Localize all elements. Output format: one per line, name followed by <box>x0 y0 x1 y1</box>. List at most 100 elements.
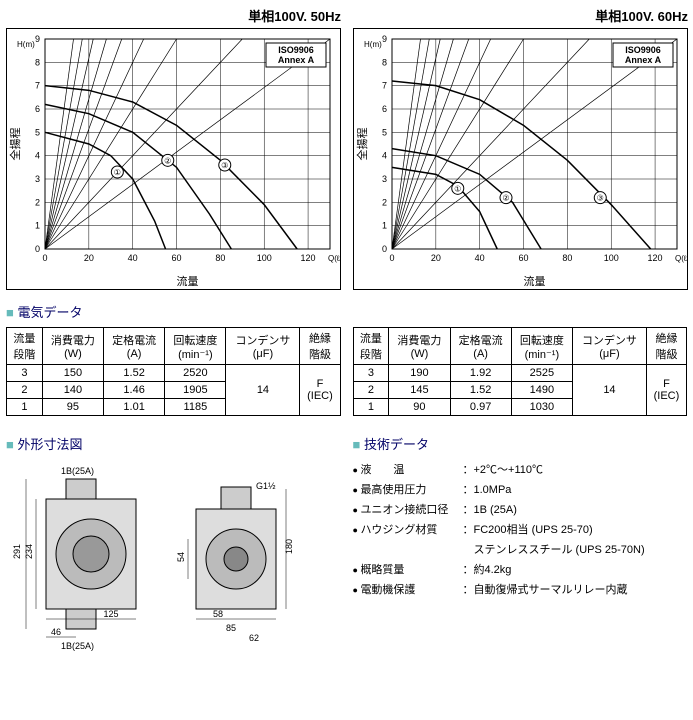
cell: 140 <box>42 382 103 399</box>
tech-value: ステンレススチール (UPS 25-70N) <box>463 541 688 557</box>
cell: 1 <box>7 399 43 416</box>
svg-text:4: 4 <box>382 151 387 161</box>
svg-text:5: 5 <box>382 127 387 137</box>
cell-ins: F(IEC) <box>300 365 340 416</box>
col-header: 流量段階 <box>353 328 389 365</box>
col-header: 消費電力(W) <box>42 328 103 365</box>
svg-text:流量: 流量 <box>177 274 199 288</box>
cell: 3 <box>7 365 43 382</box>
cell: 3 <box>353 365 389 382</box>
cell: 95 <box>42 399 103 416</box>
svg-text:①: ① <box>114 168 121 177</box>
svg-text:6: 6 <box>35 104 40 114</box>
tech-label: 電動機保護 <box>353 581 463 597</box>
svg-text:100: 100 <box>604 253 619 263</box>
tech-item: ステンレススチール (UPS 25-70N) <box>353 539 688 559</box>
svg-text:7: 7 <box>35 81 40 91</box>
elec-table-50hz: 流量段階消費電力(W)定格電流(A)回転速度(min⁻¹)コンデンサ(μF)絶縁… <box>6 327 341 416</box>
cell: 1905 <box>165 382 226 399</box>
col-header: 絶縁階級 <box>300 328 340 365</box>
svg-text:1: 1 <box>382 221 387 231</box>
svg-text:H(m): H(m) <box>364 40 382 49</box>
tech-label: 概略質量 <box>353 561 463 577</box>
cell: 1.01 <box>104 399 165 416</box>
svg-text:Annex A: Annex A <box>278 55 315 65</box>
svg-text:②: ② <box>502 194 509 203</box>
elec-table-60hz: 流量段階消費電力(W)定格電流(A)回転速度(min⁻¹)コンデンサ(μF)絶縁… <box>353 327 688 416</box>
svg-text:1B(25A): 1B(25A) <box>61 641 94 651</box>
svg-text:180: 180 <box>284 539 294 554</box>
svg-text:全揚程: 全揚程 <box>355 128 369 161</box>
cell: 2520 <box>165 365 226 382</box>
tech-list: 液 温：+2℃～+110℃最高使用圧力：1.0MPaユニオン接続口径：1B (2… <box>353 459 688 599</box>
svg-text:6: 6 <box>382 104 387 114</box>
svg-text:②: ② <box>164 156 171 165</box>
svg-text:流量: 流量 <box>524 274 546 288</box>
tech-item: 電動機保護：自動復帰式サーマルリレー内蔵 <box>353 579 688 599</box>
section-elec: 電気データ <box>6 302 687 321</box>
svg-text:85: 85 <box>226 623 236 633</box>
svg-text:9: 9 <box>35 34 40 44</box>
svg-text:0: 0 <box>42 253 47 263</box>
tech-value: ：約4.2kg <box>463 561 688 577</box>
svg-text:③: ③ <box>597 194 604 203</box>
svg-text:7: 7 <box>382 81 387 91</box>
svg-text:40: 40 <box>128 253 138 263</box>
chart-a: 0204060801001200123456789①②③ISO9906Annex… <box>7 29 340 289</box>
col-header: コンデンサ(μF) <box>572 328 646 365</box>
svg-text:46: 46 <box>51 627 61 637</box>
svg-text:20: 20 <box>431 253 441 263</box>
svg-text:③: ③ <box>221 161 228 170</box>
chart-a-title: 単相100V. 50Hz <box>6 6 341 25</box>
col-header: 回転速度(min⁻¹) <box>165 328 226 365</box>
svg-text:8: 8 <box>35 57 40 67</box>
svg-text:80: 80 <box>215 253 225 263</box>
svg-text:Q(ℓ/min): Q(ℓ/min) <box>675 254 687 263</box>
svg-text:3: 3 <box>35 174 40 184</box>
svg-text:5: 5 <box>35 127 40 137</box>
svg-text:20: 20 <box>84 253 94 263</box>
chart-b: 0204060801001200123456789①②③ISO9906Annex… <box>354 29 687 289</box>
section-dim: 外形寸法図 <box>6 434 341 453</box>
svg-text:60: 60 <box>172 253 182 263</box>
svg-text:40: 40 <box>475 253 485 263</box>
tech-value: ：1B (25A) <box>463 501 688 517</box>
tech-label: ユニオン接続口径 <box>353 501 463 517</box>
cell: 1030 <box>511 399 572 416</box>
tech-item: 最高使用圧力：1.0MPa <box>353 479 688 499</box>
cell: 1490 <box>511 382 572 399</box>
col-header: 定格電流(A) <box>104 328 165 365</box>
cell: 1.92 <box>450 365 511 382</box>
svg-text:3: 3 <box>382 174 387 184</box>
cell-cap: 14 <box>572 365 646 416</box>
cell: 2525 <box>511 365 572 382</box>
cell: 2 <box>7 382 43 399</box>
tech-item: 概略質量：約4.2kg <box>353 559 688 579</box>
cell: 150 <box>42 365 103 382</box>
cell-cap: 14 <box>226 365 300 416</box>
svg-text:Annex A: Annex A <box>625 55 662 65</box>
col-header: 定格電流(A) <box>450 328 511 365</box>
svg-text:H(m): H(m) <box>17 40 35 49</box>
svg-text:120: 120 <box>648 253 663 263</box>
svg-text:100: 100 <box>257 253 272 263</box>
svg-text:0: 0 <box>389 253 394 263</box>
svg-text:80: 80 <box>562 253 572 263</box>
tech-label: ハウジング材質 <box>353 521 463 537</box>
svg-text:120: 120 <box>301 253 316 263</box>
svg-text:234: 234 <box>24 544 34 559</box>
cell: 0.97 <box>450 399 511 416</box>
tech-label <box>353 541 463 557</box>
svg-text:8: 8 <box>382 57 387 67</box>
col-header: コンデンサ(μF) <box>226 328 300 365</box>
tech-label: 最高使用圧力 <box>353 481 463 497</box>
svg-text:ISO9906: ISO9906 <box>625 45 661 55</box>
svg-text:54: 54 <box>176 552 186 562</box>
col-header: 絶縁階級 <box>646 328 686 365</box>
svg-text:125: 125 <box>103 609 118 619</box>
tech-value: ：+2℃～+110℃ <box>463 461 688 477</box>
col-header: 消費電力(W) <box>389 328 450 365</box>
cell: 190 <box>389 365 450 382</box>
cell: 90 <box>389 399 450 416</box>
svg-text:G1½: G1½ <box>256 481 276 491</box>
